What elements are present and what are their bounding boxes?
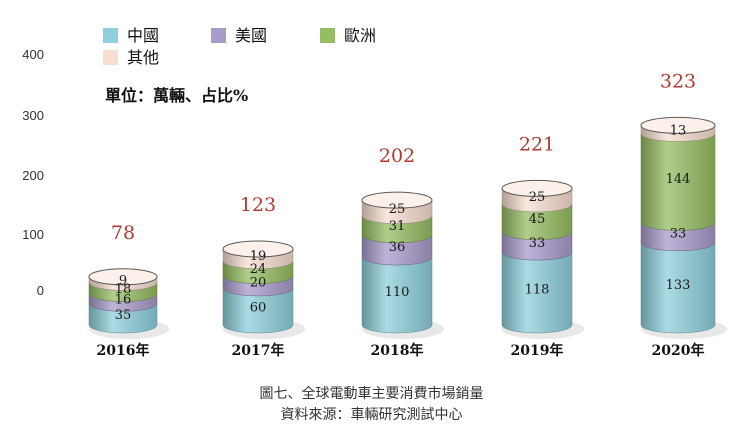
category-label: 2016年 xyxy=(97,342,150,359)
data-label: 33 xyxy=(670,227,687,242)
data-label: 133 xyxy=(666,278,691,293)
legend-swatch xyxy=(103,28,118,43)
data-label: 25 xyxy=(389,202,406,217)
bar-group: 133 33 144 13 323 2020年 xyxy=(640,70,727,359)
data-label: 13 xyxy=(670,123,687,138)
y-axis: 0 100 200 300 400 xyxy=(22,47,44,298)
legend-label: 歐洲 xyxy=(344,26,376,45)
data-label: 18 xyxy=(115,282,132,297)
data-label: 20 xyxy=(250,276,267,291)
bar-top-cap xyxy=(640,116,716,134)
data-label: 45 xyxy=(529,212,546,227)
unit-note: 單位：萬輛、占比% xyxy=(105,86,248,105)
bar-top-cap xyxy=(501,179,573,197)
y-tick-label: 300 xyxy=(22,108,44,123)
data-label: 33 xyxy=(529,236,546,251)
category-label: 2018年 xyxy=(371,342,424,359)
legend-swatch xyxy=(320,28,335,43)
category-label: 2019年 xyxy=(511,342,564,359)
legend-label: 中國 xyxy=(127,26,159,45)
category-label: 2017年 xyxy=(232,342,285,359)
y-tick-label: 0 xyxy=(37,283,44,298)
y-tick-label: 200 xyxy=(22,168,44,183)
legend-swatch xyxy=(211,28,226,43)
bar-top-cap xyxy=(222,240,294,258)
legend-label: 美國 xyxy=(235,26,267,45)
data-label: 36 xyxy=(389,240,406,255)
bar-group: 118 33 45 25 221 2019年 xyxy=(501,133,584,359)
total-label: 123 xyxy=(240,194,276,216)
legend-label: 其他 xyxy=(127,48,159,67)
y-tick-label: 400 xyxy=(22,47,44,62)
y-tick-label: 100 xyxy=(22,227,44,242)
category-label: 2020年 xyxy=(652,342,705,359)
data-label: 110 xyxy=(385,285,410,300)
legend-swatch xyxy=(103,50,118,65)
total-label: 323 xyxy=(660,70,696,92)
total-label: 202 xyxy=(379,145,415,167)
bar-top-cap xyxy=(88,268,158,286)
figure-source: 資料來源：車輛研究測試中心 xyxy=(280,407,463,423)
data-label: 31 xyxy=(389,219,406,234)
figure-caption: 圖七、全球電動車主要消費市場銷量 xyxy=(259,386,484,402)
data-label: 16 xyxy=(115,292,132,307)
bar-group: 110 36 31 25 202 2018年 xyxy=(361,145,444,359)
data-label: 60 xyxy=(250,300,267,315)
bar-top-cap xyxy=(361,191,433,209)
data-label: 25 xyxy=(529,190,546,205)
total-label: 78 xyxy=(111,222,135,244)
data-label: 9 xyxy=(119,274,127,289)
total-label: 221 xyxy=(519,133,555,155)
data-label: 35 xyxy=(115,308,132,323)
data-label: 144 xyxy=(666,172,691,187)
data-label: 118 xyxy=(525,283,550,298)
data-label: 24 xyxy=(250,262,267,277)
data-label: 19 xyxy=(250,249,267,264)
